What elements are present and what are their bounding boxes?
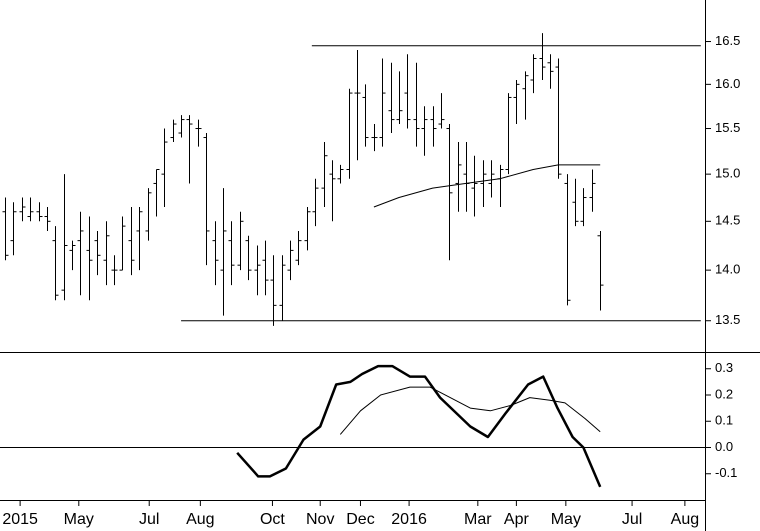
y-tick-label: 15.5 <box>715 120 740 135</box>
y-tick-label: 16.0 <box>715 76 740 91</box>
y-tick-label: 0.0 <box>715 439 733 454</box>
y-tick-label: 14.5 <box>715 213 740 228</box>
y-tick-label: 0.1 <box>715 413 733 428</box>
x-tick-label: 2016 <box>391 511 427 528</box>
y-tick-label: 0.3 <box>715 360 733 375</box>
x-tick-label: Dec <box>346 511 374 528</box>
y-tick-label: 0.2 <box>715 386 733 401</box>
x-tick-label: May <box>64 511 94 528</box>
series-line <box>373 164 601 208</box>
x-tick-label: May <box>551 511 581 528</box>
x-tick-label: Aug <box>186 511 214 528</box>
x-tick-label: Aug <box>671 511 699 528</box>
y-tick-label: 13.5 <box>715 312 740 327</box>
x-tick-label: Oct <box>260 511 285 528</box>
x-tick-label: Jul <box>622 511 642 528</box>
y-tick-label: 16.5 <box>715 33 740 48</box>
x-tick-label: Mar <box>464 511 492 528</box>
x-tick-label: Jul <box>139 511 159 528</box>
series-line <box>339 386 601 435</box>
x-tick-label: 2015 <box>2 511 38 528</box>
x-tick-label: Nov <box>306 511 334 528</box>
x-tick-label: Apr <box>504 511 530 528</box>
series-line <box>236 364 602 488</box>
y-tick-label: 15.0 <box>715 166 740 181</box>
y-tick-label: 14.0 <box>715 262 740 277</box>
y-tick-label: -0.1 <box>715 465 737 480</box>
